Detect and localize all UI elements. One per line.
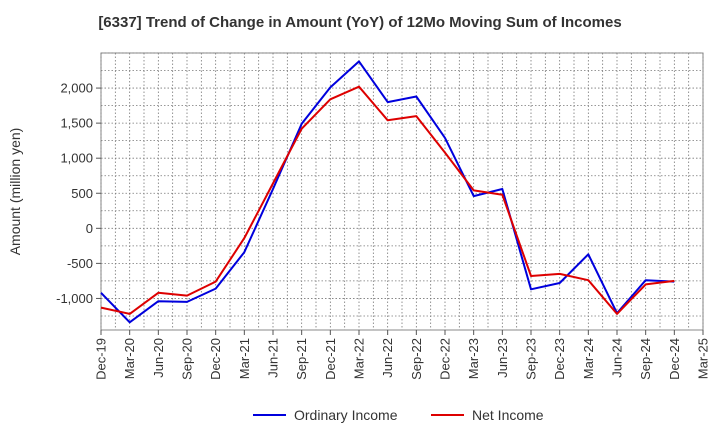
series-line-net-income [100,85,675,315]
y-axis-ticks: -1,000 -500 0 500 1,000 1,500 2,000 [56,81,101,306]
x-tick-label: Jun-23 [495,338,510,378]
x-tick-label: Mar-23 [466,338,481,379]
y-tick-label: -1,000 [56,291,93,306]
legend-label: Ordinary Income [294,407,398,423]
series-line-ordinary-income [100,60,675,324]
x-tick-label: Dec-20 [208,338,223,380]
x-tick-label: Mar-25 [696,338,711,379]
x-tick-label: Jun-24 [610,338,625,378]
x-tick-label: Dec-23 [552,338,567,380]
x-tick-label: Dec-24 [667,338,682,380]
x-tick-label: Sep-24 [638,338,653,380]
x-tick-label: Mar-22 [352,338,367,379]
legend: Ordinary Income Net Income [253,407,544,423]
y-tick-label: 500 [71,186,93,201]
chart-title: [6337] Trend of Change in Amount (YoY) o… [98,14,622,31]
x-tick-label: Dec-21 [323,338,338,380]
vertical-gridlines [100,53,704,330]
y-tick-label: -500 [67,256,93,271]
x-tick-label: Jun-21 [266,338,281,378]
x-tick-label: Dec-19 [94,338,109,380]
x-tick-label: Sep-22 [409,338,424,380]
x-tick-label: Mar-21 [237,338,252,379]
y-tick-label: 0 [86,221,93,236]
y-tick-label: 2,000 [60,81,93,96]
x-tick-label: Mar-24 [581,338,596,379]
x-tick-label: Dec-22 [438,338,453,380]
x-tick-label: Sep-20 [180,338,195,380]
y-tick-label: 1,000 [60,151,93,166]
x-tick-label: Sep-23 [524,338,539,380]
legend-label: Net Income [472,407,544,423]
x-axis-ticks: Dec-19 Mar-20 Jun-20 Sep-20 Dec-20 Mar-21 Jun-… [94,330,711,380]
y-tick-label: 1,500 [60,116,93,131]
series-lines [100,60,675,324]
x-tick-label: Sep-21 [294,338,309,380]
y-axis-label: Amount (million yen) [7,128,23,256]
x-tick-label: Jun-20 [151,338,166,378]
x-tick-label: Mar-20 [122,338,137,379]
x-tick-label: Jun-22 [380,338,395,378]
